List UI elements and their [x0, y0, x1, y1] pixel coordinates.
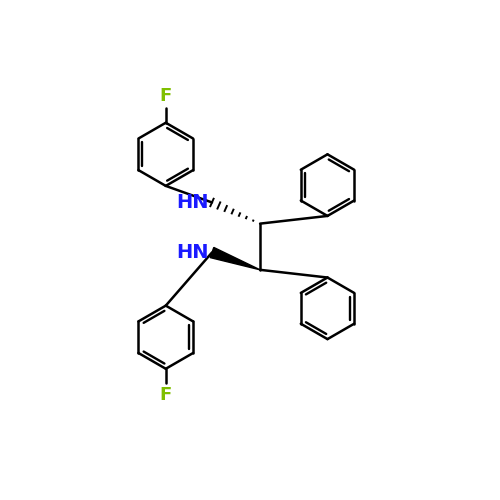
- Polygon shape: [210, 248, 260, 270]
- Text: HN: HN: [176, 193, 209, 212]
- Text: F: F: [160, 386, 172, 404]
- Text: F: F: [160, 87, 172, 105]
- Text: HN: HN: [176, 243, 209, 262]
